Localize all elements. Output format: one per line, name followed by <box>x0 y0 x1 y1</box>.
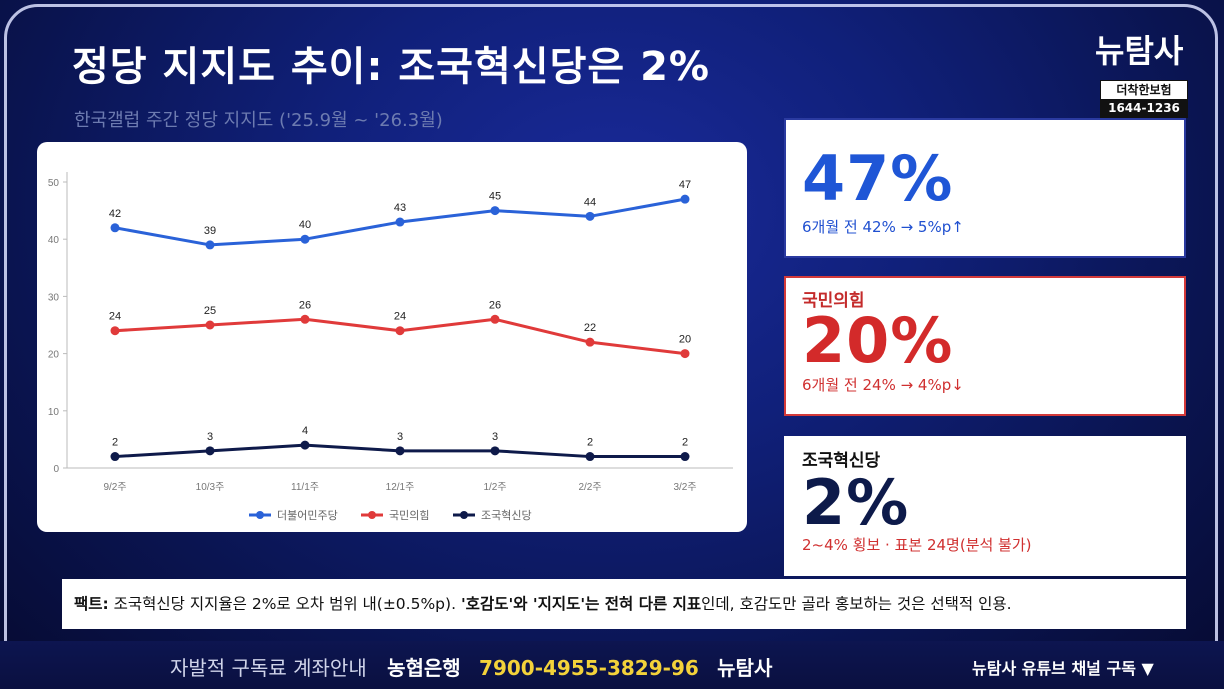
insurance-ad-phone: 1644-1236 <box>1101 99 1187 117</box>
legend-marker <box>256 511 264 519</box>
data-label: 24 <box>109 311 121 323</box>
data-point <box>490 446 500 456</box>
data-point <box>585 211 595 221</box>
ticker-brand: 뉴탐사 <box>717 656 773 680</box>
fact-text-2: 인데, 호감도만 골라 홍보하는 것은 선택적 인용. <box>701 595 1012 613</box>
stat-note: 6개월 전 24% → 4%p↓ <box>802 376 964 394</box>
youtube-subscribe[interactable]: 뉴탐사 유튜브 채널 구독 ▼ <box>972 659 1154 678</box>
data-label: 4 <box>302 425 308 437</box>
data-label: 3 <box>492 431 498 443</box>
data-label: 45 <box>489 191 501 203</box>
data-point <box>205 240 215 250</box>
y-tick-label: 30 <box>48 292 60 303</box>
y-tick-label: 10 <box>48 407 60 418</box>
x-tick-label: 11/1주 <box>291 482 319 493</box>
data-label: 2 <box>112 437 118 449</box>
fact-banner: 팩트: 조국혁신당 지지율은 2%로 오차 범위 내(±0.5%p). '호감도… <box>62 579 1186 629</box>
data-label: 40 <box>299 219 311 231</box>
fact-text-1: 조국혁신당 지지율은 2%로 오차 범위 내(±0.5%p). <box>108 595 461 613</box>
data-point <box>395 326 405 336</box>
data-point <box>680 452 690 462</box>
stat-note: 6개월 전 42% → 5%p↑ <box>802 218 964 236</box>
x-tick-label: 1/2주 <box>483 482 506 493</box>
bottom-ticker-bar <box>0 641 1224 689</box>
ticker-bank: 농협은행 <box>387 656 461 680</box>
y-tick-label: 40 <box>48 235 60 246</box>
stat-card-democratic: 47% 6개월 전 42% → 5%p↑ <box>784 118 1186 258</box>
data-label: 47 <box>679 179 691 191</box>
data-label: 24 <box>394 311 406 323</box>
y-tick-label: 50 <box>48 178 60 189</box>
stat-card-rebuilding: 조국혁신당 2% 2~4% 횡보 · 표본 24명(분석 불가) <box>784 436 1186 576</box>
data-point <box>490 206 500 216</box>
page-title: 정당 지지도 추이: 조국혁신당은 2% <box>72 44 711 90</box>
y-tick-label: 0 <box>53 464 59 475</box>
data-point <box>110 326 120 336</box>
chart-card: 0 10 20 30 40 50 9/2주 10/3주 11/1주 12/1주 1/2주 2/2주 3/… <box>37 142 747 532</box>
data-point <box>680 194 690 204</box>
data-label: 26 <box>489 299 501 311</box>
legend-label: 더불어민주당 <box>277 509 338 522</box>
donation-ticker: 자발적 구독료 계좌안내 농협은행 7900-4955-3829-96 뉴탐사 <box>170 652 772 681</box>
y-tick-label: 20 <box>48 350 60 361</box>
data-point <box>680 349 690 359</box>
data-point <box>585 452 595 462</box>
data-label: 3 <box>207 431 213 443</box>
data-label: 43 <box>394 202 406 214</box>
stat-card-ppp: 국민의힘 20% 6개월 전 24% → 4%p↓ <box>784 276 1186 416</box>
x-tick-label: 9/2주 <box>103 482 126 493</box>
ticker-account: 7900-4955-3829-96 <box>479 656 699 680</box>
stat-label: 조국혁신당 <box>802 451 881 471</box>
data-label: 26 <box>299 299 311 311</box>
data-point <box>585 337 595 347</box>
data-point <box>205 446 215 456</box>
data-label: 25 <box>204 305 216 317</box>
data-label: 44 <box>584 196 596 208</box>
data-point <box>110 452 120 462</box>
stat-value: 20% <box>802 304 954 377</box>
data-label: 2 <box>682 437 688 449</box>
stat-value: 2% <box>802 466 910 539</box>
x-tick-label: 12/1주 <box>386 482 415 493</box>
legend-label: 조국혁신당 <box>481 509 532 522</box>
data-point <box>300 314 310 324</box>
data-point <box>300 234 310 244</box>
data-point <box>205 320 215 330</box>
fact-highlight: '호감도'와 '지지도'는 전혀 다른 지표 <box>460 595 702 613</box>
ticker-intro: 자발적 구독료 계좌안내 <box>170 656 367 680</box>
page-subtitle: 한국갤럽 주간 정당 지지도 ('25.9월 ~ '26.3월) <box>74 110 443 131</box>
data-point <box>300 440 310 450</box>
data-point <box>490 314 500 324</box>
legend-marker <box>460 511 468 519</box>
insurance-ad: 더착한보험 1644-1236 <box>1100 80 1188 118</box>
insurance-ad-name: 더착한보험 <box>1116 83 1172 97</box>
stat-value: 47% <box>802 142 954 215</box>
line-chart: 0 10 20 30 40 50 9/2주 10/3주 11/1주 12/1주 1/2주 2/2주 3/… <box>48 172 733 522</box>
legend-marker <box>368 511 376 519</box>
brand-logo: 뉴탐사 <box>1095 32 1184 70</box>
data-label: 2 <box>587 437 593 449</box>
x-tick-label: 3/2주 <box>673 482 696 493</box>
x-tick-label: 10/3주 <box>196 482 225 493</box>
data-label: 3 <box>397 431 403 443</box>
series-line <box>114 317 686 356</box>
fact-label: 팩트: <box>74 595 109 613</box>
x-tick-label: 2/2주 <box>578 482 601 493</box>
data-label: 42 <box>109 208 121 220</box>
data-label: 39 <box>204 225 216 237</box>
stat-label: 국민의힘 <box>802 291 865 311</box>
data-point <box>110 223 120 233</box>
legend-label: 국민의힘 <box>389 509 429 522</box>
data-label: 22 <box>584 322 596 334</box>
data-label: 20 <box>679 334 691 346</box>
data-point <box>395 446 405 456</box>
stat-note: 2~4% 횡보 · 표본 24명(분석 불가) <box>802 536 1032 554</box>
data-point <box>395 217 405 227</box>
